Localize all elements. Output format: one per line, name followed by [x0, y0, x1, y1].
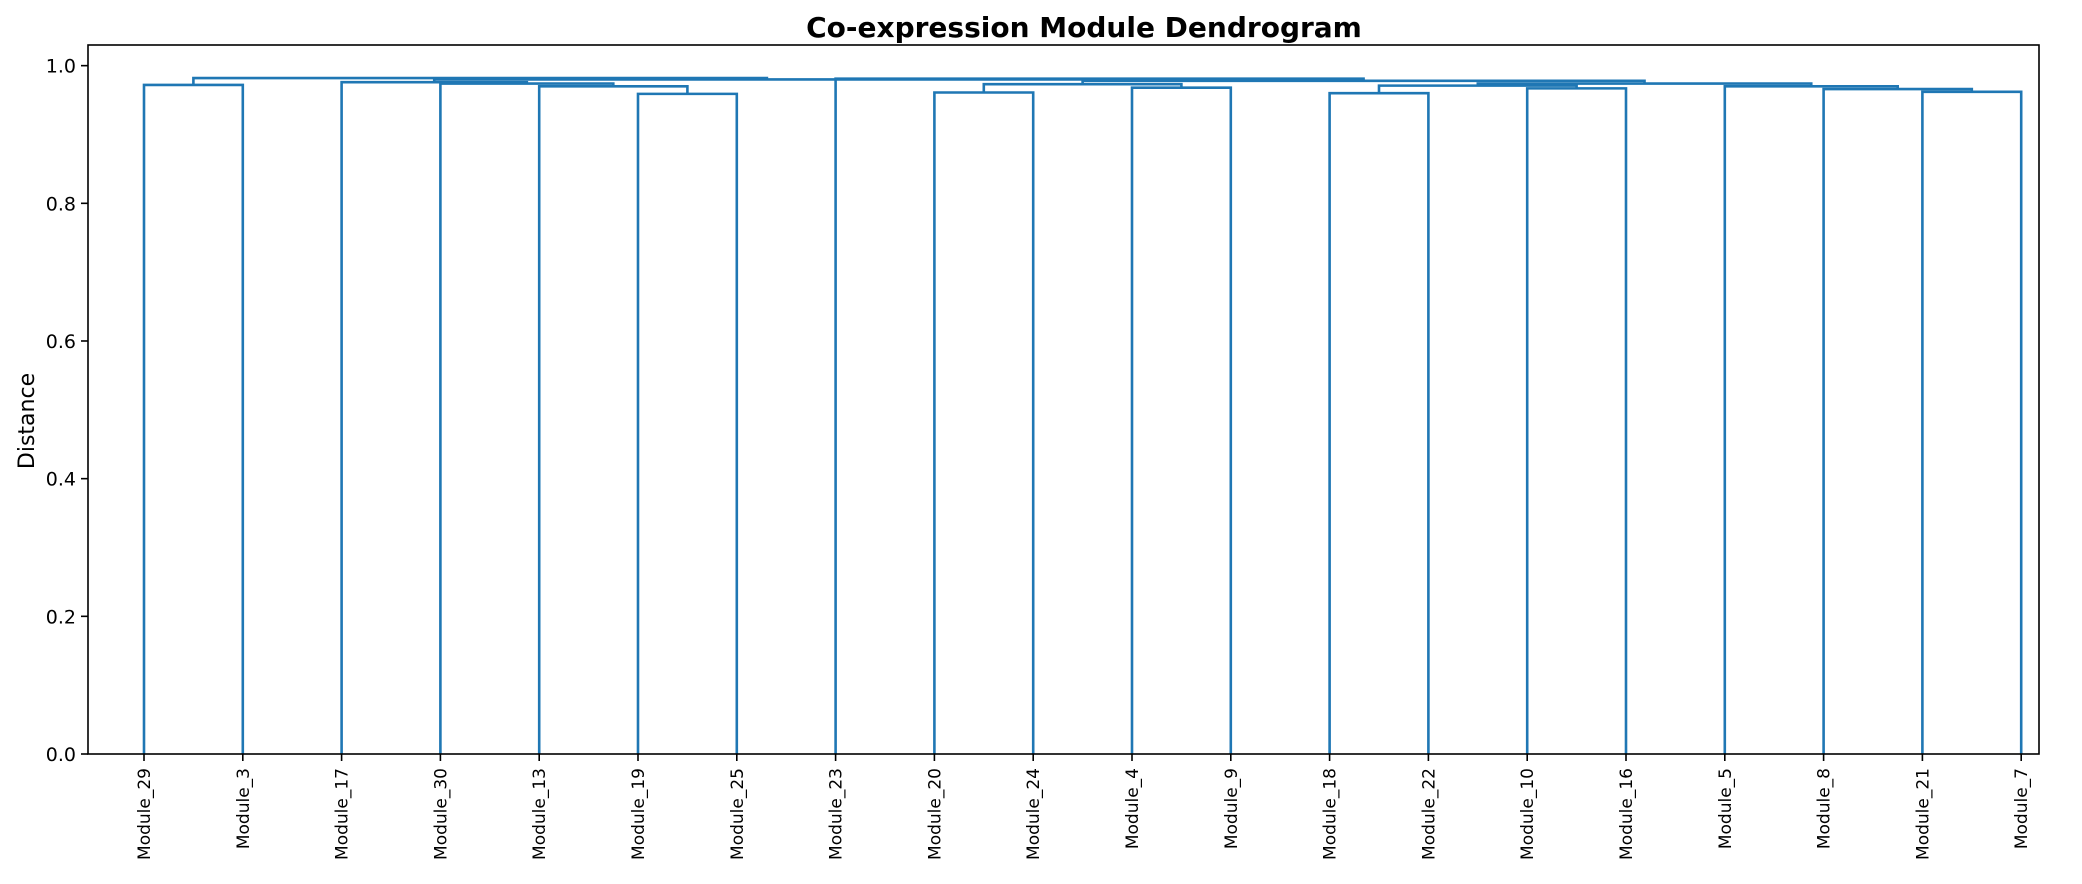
leaf-label: Module_22 — [1419, 768, 1439, 860]
dendrogram-link-c — [537, 85, 689, 754]
dendrogram-link-f — [933, 91, 1035, 754]
y-tick-label: 0.2 — [46, 606, 76, 628]
dendrogram-link-l — [1921, 90, 2023, 754]
chart-title: Co-expression Module Dendrogram — [806, 11, 1362, 44]
dendrogram-link-p — [1081, 79, 1646, 85]
leaf-label: Module_8 — [1815, 768, 1835, 849]
plot-frame — [87, 44, 2040, 755]
dendrogram-link-d — [439, 82, 615, 754]
leaf-label: Module_29 — [135, 768, 155, 860]
leaf-label: Module_30 — [431, 768, 451, 860]
leaf-label: Module_19 — [629, 768, 649, 860]
leaf-label: Module_10 — [1518, 768, 1538, 860]
leaf-label: Module_17 — [333, 768, 353, 860]
leaf-label: Module_20 — [925, 768, 945, 860]
dendrogram-link-q — [834, 77, 1365, 754]
dendrogram-links — [142, 76, 2023, 754]
y-axis: 0.0 0.2 0.4 0.6 0.8 1.0 — [46, 56, 88, 766]
leaf-label: Module_21 — [1913, 768, 1933, 860]
dendrogram-link-s — [192, 76, 769, 85]
y-tick-label: 0.0 — [46, 744, 76, 766]
x-axis: Module_29 Module_3 Module_17 Module_30 Modul… — [135, 754, 2032, 860]
leaf-label: Module_24 — [1024, 768, 1044, 860]
dendrogram-link-i — [1328, 91, 1430, 754]
y-tick-label: 0.8 — [46, 193, 76, 215]
leaf-label: Module_9 — [1222, 768, 1242, 849]
dendrogram-link-r — [432, 78, 1101, 83]
leaf-label: Module_23 — [827, 768, 847, 860]
dendrogram-link-b — [636, 92, 739, 754]
dendrogram-link-e — [340, 80, 529, 754]
leaf-label: Module_3 — [234, 768, 254, 849]
leaf-label: Module_25 — [728, 768, 748, 860]
y-tick-label: 0.4 — [46, 469, 76, 491]
dendrogram-link-a — [142, 83, 245, 754]
dendrogram-link-n — [1723, 85, 1899, 754]
leaf-label: Module_16 — [1617, 768, 1637, 860]
leaf-label: Module_7 — [2012, 768, 2032, 849]
leaf-label: Module_4 — [1123, 768, 1143, 849]
y-tick-label: 1.0 — [46, 56, 76, 78]
y-axis-label: Distance — [15, 373, 40, 469]
leaf-label: Module_13 — [530, 768, 550, 860]
y-tick-label: 0.6 — [46, 331, 76, 353]
dendrogram-link-m — [1822, 87, 1974, 754]
leaf-label: Module_18 — [1321, 768, 1341, 860]
dendrogram-link-g — [1130, 86, 1233, 754]
dendrogram-link-j — [1525, 87, 1628, 754]
leaf-label: Module_5 — [1716, 768, 1736, 849]
dendrogram-link-o — [1476, 82, 1813, 87]
